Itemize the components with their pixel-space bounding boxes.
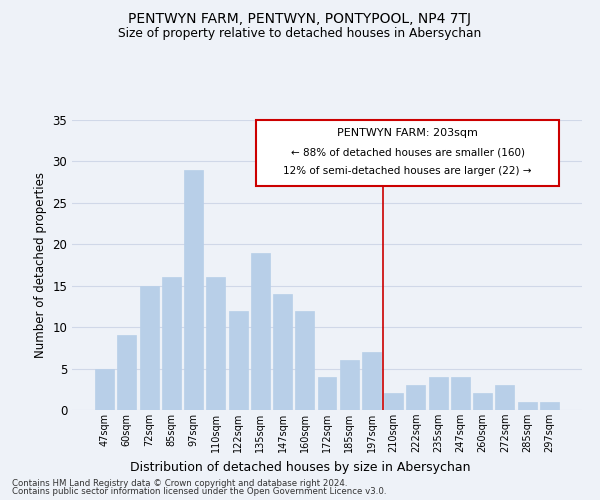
Bar <box>317 377 337 410</box>
Bar <box>429 377 448 410</box>
Bar <box>95 368 114 410</box>
Text: PENTWYN FARM, PENTWYN, PONTYPOOL, NP4 7TJ: PENTWYN FARM, PENTWYN, PONTYPOOL, NP4 7T… <box>128 12 472 26</box>
Bar <box>473 394 492 410</box>
Bar <box>273 294 292 410</box>
Text: Contains public sector information licensed under the Open Government Licence v3: Contains public sector information licen… <box>12 487 386 496</box>
Text: PENTWYN FARM: 203sqm: PENTWYN FARM: 203sqm <box>337 128 478 138</box>
Text: ← 88% of detached houses are smaller (160): ← 88% of detached houses are smaller (16… <box>290 148 524 158</box>
Bar <box>518 402 536 410</box>
Bar <box>451 377 470 410</box>
Text: Contains HM Land Registry data © Crown copyright and database right 2024.: Contains HM Land Registry data © Crown c… <box>12 478 347 488</box>
Bar <box>206 278 225 410</box>
Bar <box>251 252 270 410</box>
Text: Size of property relative to detached houses in Abersychan: Size of property relative to detached ho… <box>118 28 482 40</box>
Bar <box>384 394 403 410</box>
Bar <box>340 360 359 410</box>
Bar <box>406 385 425 410</box>
Text: Distribution of detached houses by size in Abersychan: Distribution of detached houses by size … <box>130 461 470 474</box>
Bar <box>184 170 203 410</box>
Bar <box>295 310 314 410</box>
Bar <box>162 278 181 410</box>
Bar <box>229 310 248 410</box>
Bar <box>140 286 158 410</box>
Bar <box>496 385 514 410</box>
FancyBboxPatch shape <box>256 120 559 186</box>
Bar <box>362 352 381 410</box>
Text: 12% of semi-detached houses are larger (22) →: 12% of semi-detached houses are larger (… <box>283 166 532 175</box>
Y-axis label: Number of detached properties: Number of detached properties <box>34 172 47 358</box>
Bar <box>118 336 136 410</box>
Bar <box>540 402 559 410</box>
